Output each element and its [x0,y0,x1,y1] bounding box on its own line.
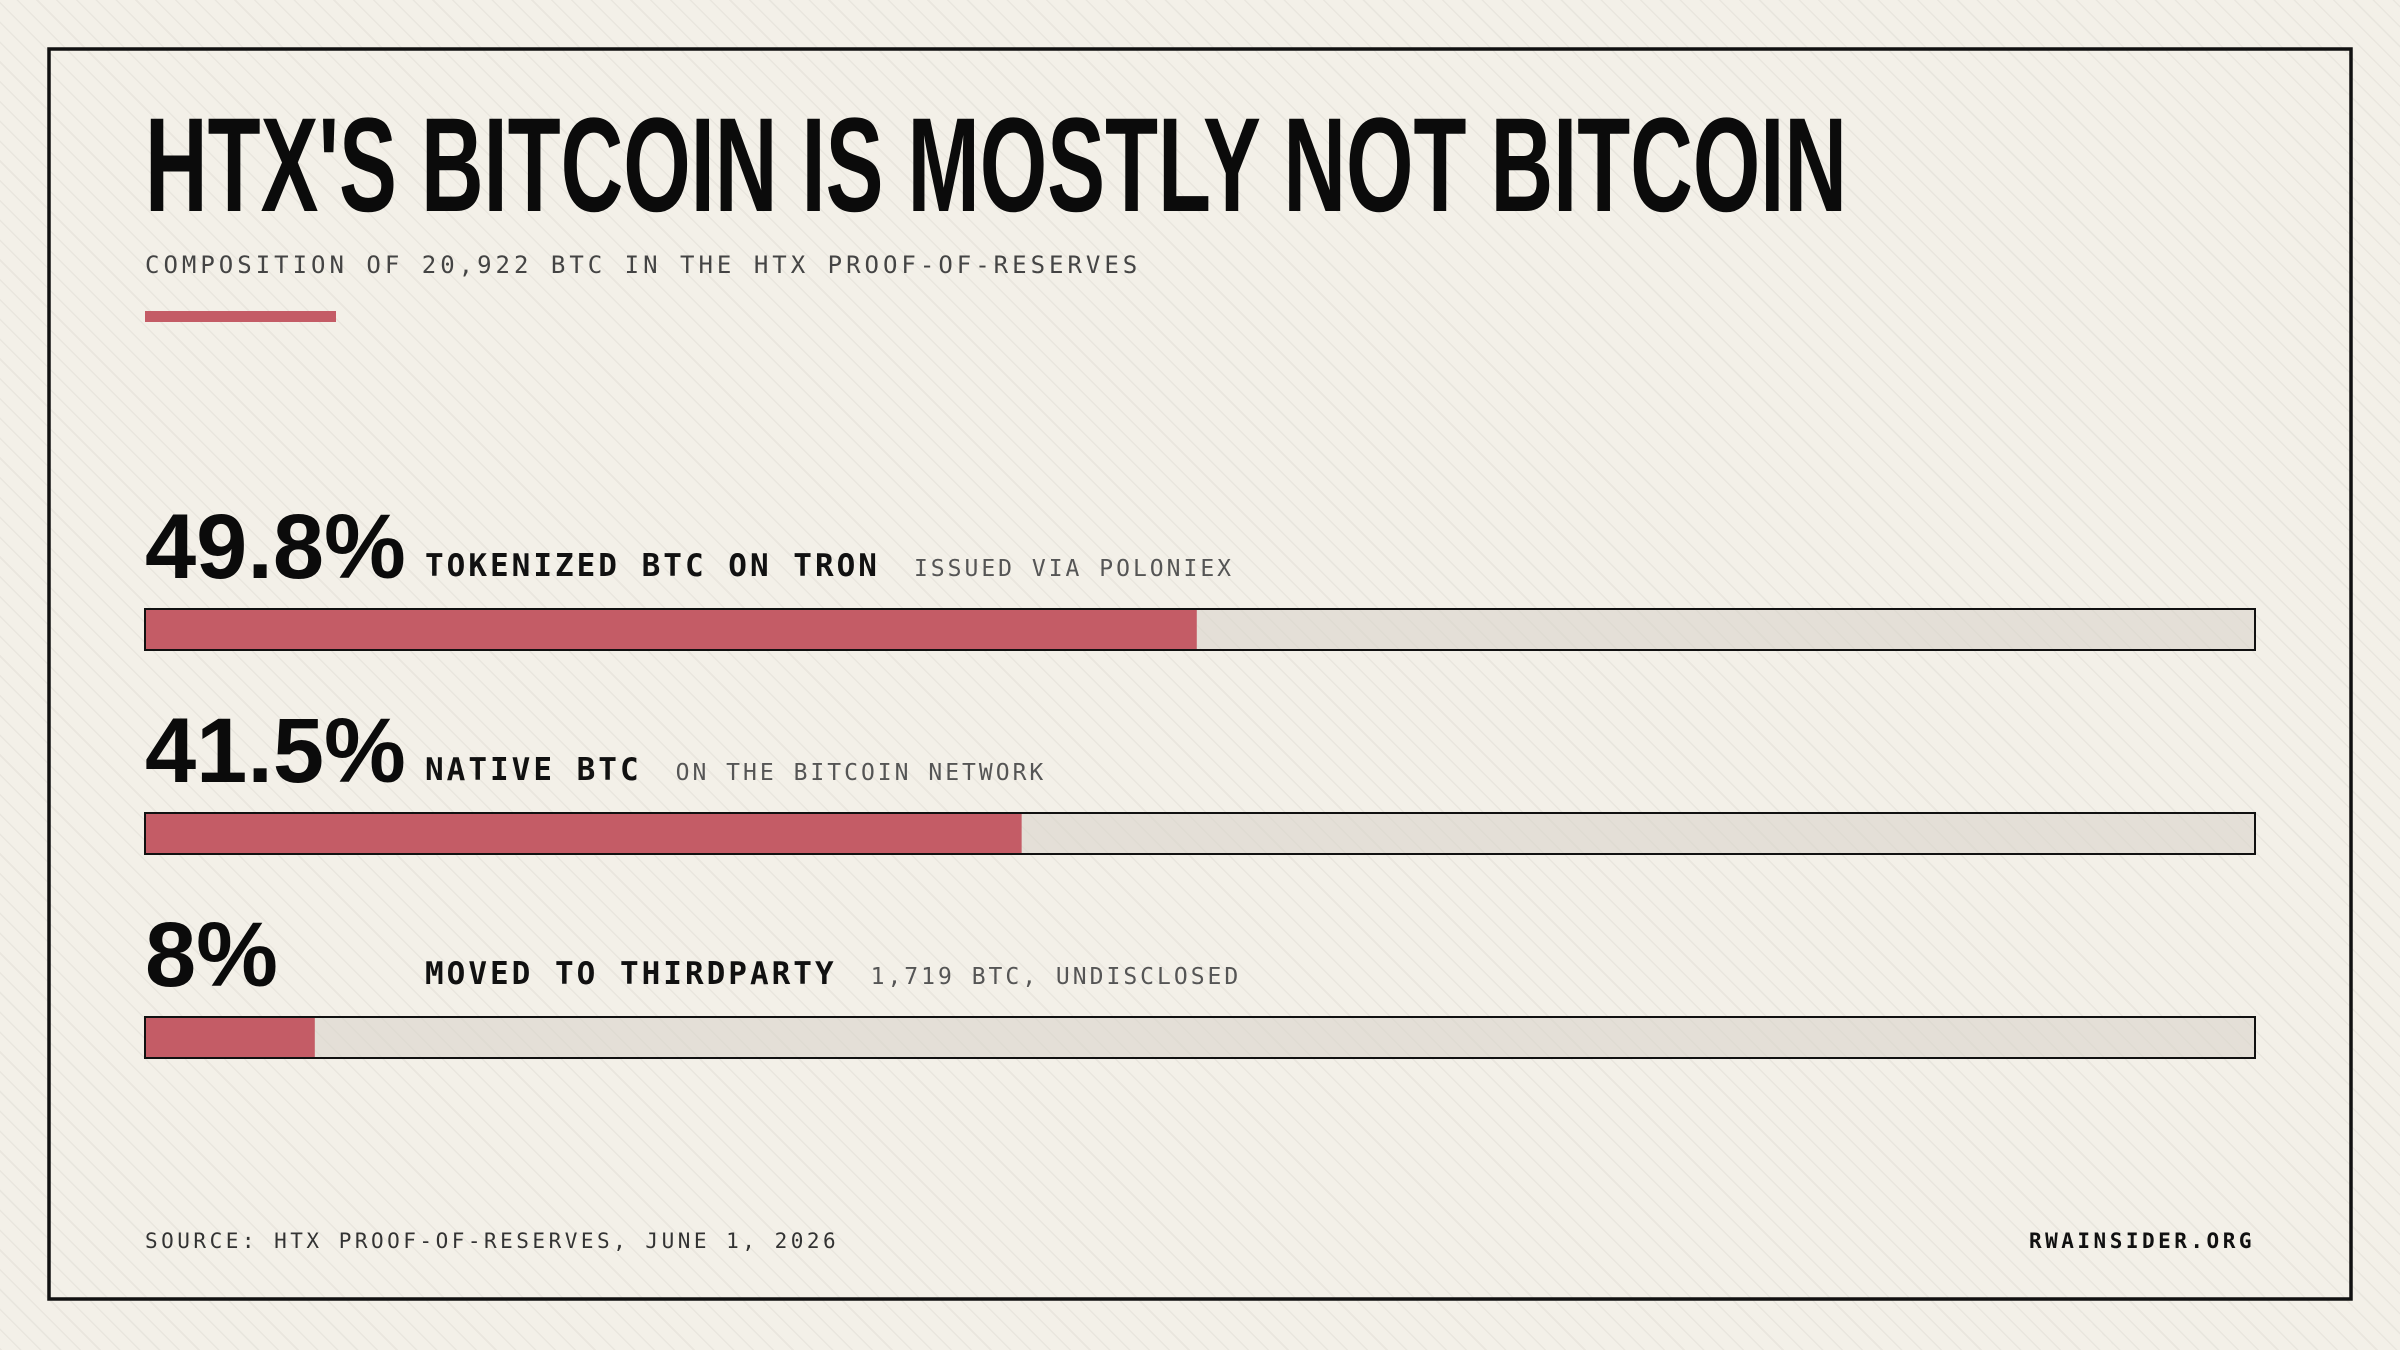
chart-title: HTX'S BITCOIN IS MOSTLY NOT BITCOIN [145,91,1847,240]
frame [47,47,2353,1301]
bar-track [144,1016,2256,1059]
value-label: 8% [145,904,278,1006]
category-detail: ISSUED VIA POLONIEX [914,556,1234,582]
category-detail: ON THE BITCOIN NETWORK [676,760,1047,786]
chart-subtitle: COMPOSITION OF 20,922 BTC IN THE HTX PRO… [145,251,1141,279]
accent-bar [145,311,336,322]
category-label: NATIVE BTC [425,752,642,788]
category-detail: 1,719 BTC, UNDISCLOSED [871,964,1242,990]
bar [146,814,1022,853]
category-label: TOKENIZED BTC ON TRON [425,548,880,584]
credit: RWAINSIDER.ORG [2029,1229,2255,1253]
bar [146,1018,315,1057]
bar [146,610,1197,649]
value-label: 41.5% [145,700,406,802]
value-label: 49.8% [145,496,406,598]
source: SOURCE: HTX PROOF-OF-RESERVES, JUNE 1, 2… [145,1229,839,1253]
category-label: MOVED TO THIRDPARTY [425,956,837,992]
